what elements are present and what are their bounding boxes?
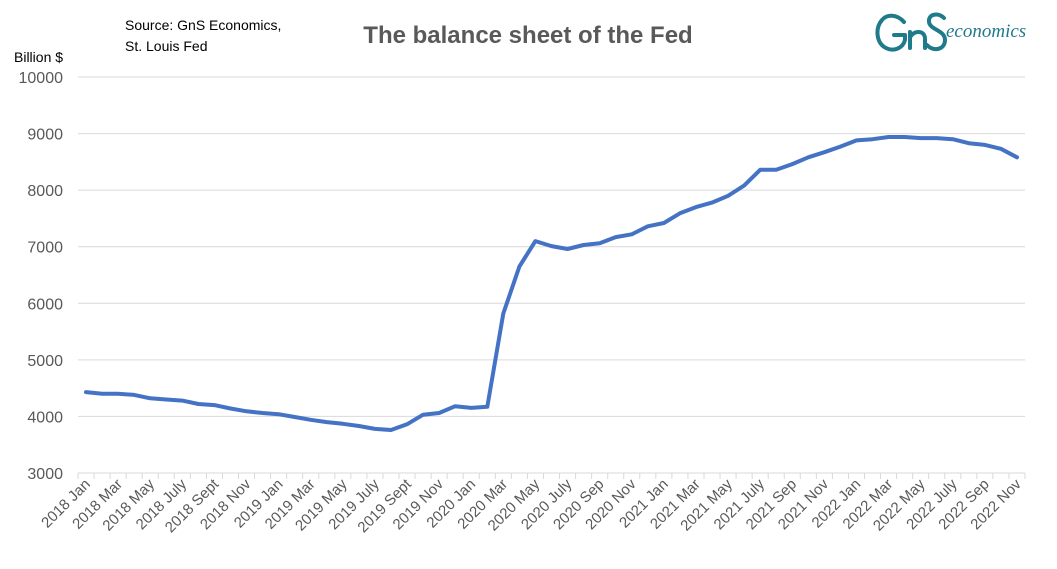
source-line-2: St. Louis Fed (125, 38, 208, 54)
y-tick-label: 9000 (27, 127, 63, 144)
series-line (84, 135, 1019, 432)
series-layer (84, 135, 1019, 432)
y-axis-label: Billion $ (14, 49, 63, 65)
y-tick-label: 8000 (27, 183, 63, 200)
y-tick-labels: 3000 4000 5000 6000 7000 8000 9000 10000 (19, 70, 64, 483)
y-tick-label: 7000 (27, 240, 63, 257)
logo-text: economics (946, 21, 1026, 42)
logo-mark-icon (875, 12, 947, 52)
y-tick-label: 3000 (27, 466, 63, 483)
chart-title: The balance sheet of the Fed (363, 22, 692, 49)
y-tick-label: 6000 (27, 296, 63, 313)
y-tick-label: 10000 (19, 70, 64, 87)
y-tick-label: 4000 (27, 409, 63, 426)
source-line-1: Source: GnS Economics, (125, 17, 281, 33)
grid (78, 76, 1025, 417)
y-tick-label: 5000 (27, 353, 63, 370)
logo: economics (875, 12, 1026, 52)
x-axis (77, 472, 1026, 479)
